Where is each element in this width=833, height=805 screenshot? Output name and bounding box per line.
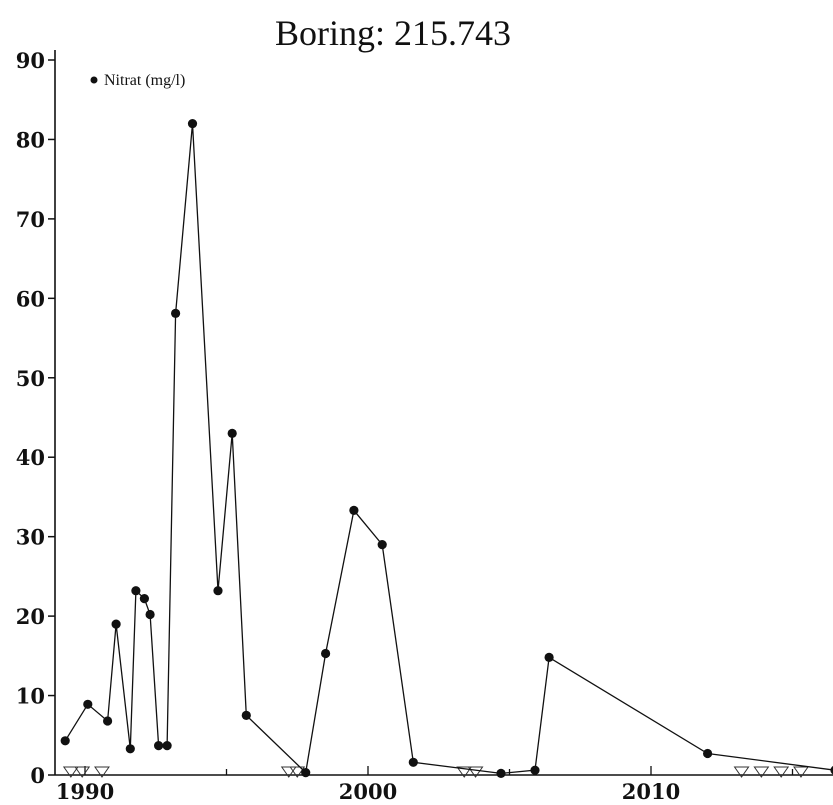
data-point: [703, 748, 713, 759]
data-point: [111, 619, 121, 629]
chart-title: Boring: 215.743: [275, 13, 511, 53]
data-point: [227, 428, 237, 438]
x-axis-ticks: 1990 2000 2010: [56, 766, 794, 804]
y-tick-label: 0: [30, 763, 45, 788]
y-tick-label: 10: [16, 684, 45, 709]
below-detection-marker: [456, 766, 473, 778]
series-line-nitrat: [64, 123, 833, 775]
data-point: [530, 765, 540, 775]
data-point: [145, 609, 155, 620]
data-point: [213, 586, 223, 596]
legend-marker: [90, 76, 98, 84]
y-tick-label: 70: [16, 207, 45, 232]
data-point: [154, 741, 164, 751]
below-detection-marker: [62, 766, 79, 778]
data-point: [187, 119, 198, 129]
below-detection-marker: [733, 766, 750, 778]
data-point: [83, 699, 93, 709]
data-point: [162, 741, 172, 751]
data-point: [171, 308, 181, 318]
data-point: [321, 648, 331, 659]
below-detection-marker: [280, 766, 297, 778]
data-point: [496, 768, 506, 779]
below-detection-marker: [289, 766, 306, 778]
legend: Nitrat (mg/l): [90, 72, 185, 89]
data-point: [377, 540, 387, 550]
data-point: [349, 505, 359, 515]
data-point: [125, 744, 135, 754]
below-detection-marker: [467, 766, 484, 778]
y-tick-label: 40: [16, 445, 45, 470]
data-point: [103, 716, 113, 726]
data-point: [301, 768, 311, 778]
below-detection-marker: [793, 766, 809, 778]
below-detection-marker: [94, 766, 110, 778]
data-point: [544, 652, 554, 663]
y-tick-label: 60: [16, 286, 45, 311]
x-tick-label: 1990: [56, 779, 114, 804]
y-tick-label: 30: [16, 525, 45, 550]
data-point: [241, 710, 251, 721]
data-point: [131, 586, 141, 596]
below-detection-markers: [62, 766, 809, 778]
legend-label: Nitrat (mg/l): [104, 72, 185, 89]
x-tick-label: 2010: [622, 779, 680, 804]
below-detection-marker: [74, 766, 91, 778]
y-tick-label: 50: [16, 366, 45, 391]
data-point: [408, 757, 418, 767]
data-point: [139, 594, 149, 604]
x-tick-label: 2000: [339, 779, 397, 804]
below-detection-marker: [773, 766, 790, 778]
below-detection-marker: [753, 766, 770, 778]
y-tick-label: 20: [16, 604, 45, 629]
data-points: [60, 119, 833, 779]
y-tick-label: 80: [16, 127, 45, 152]
y-tick-label: 90: [16, 48, 45, 73]
data-point: [60, 736, 70, 746]
y-axis-ticks: 0 10 20 30 40 50 60 70 80 90: [16, 48, 55, 788]
data-point: [830, 766, 833, 775]
